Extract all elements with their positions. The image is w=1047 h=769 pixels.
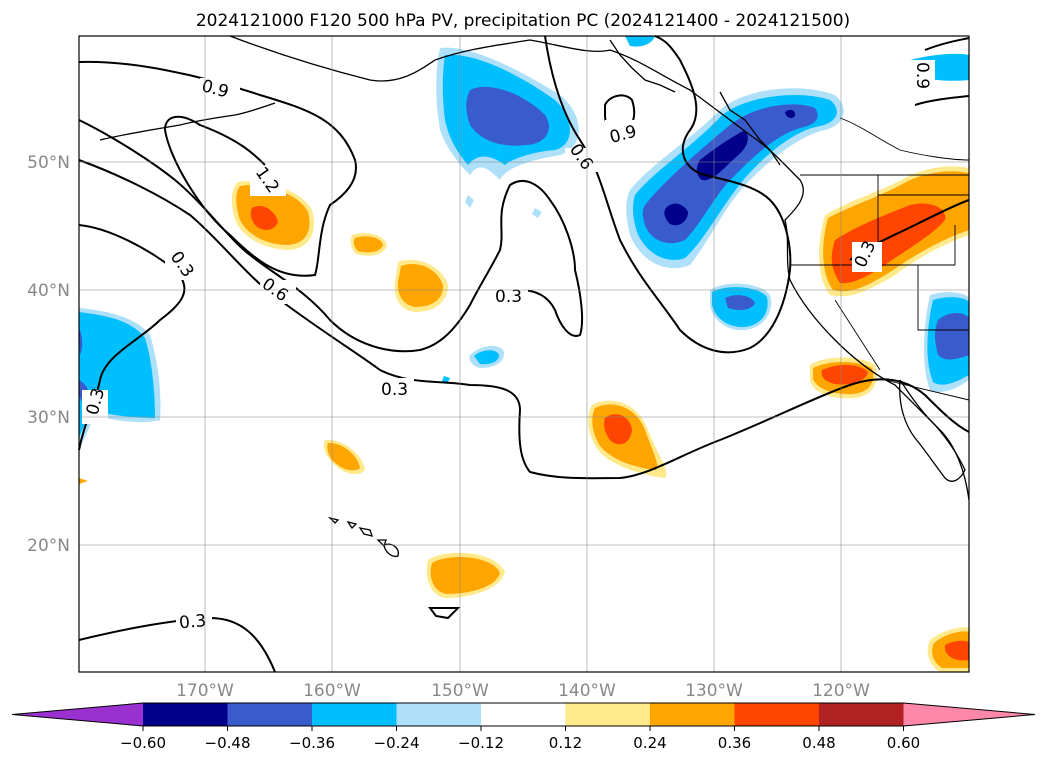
colorbar-tick-label: −0.60 <box>120 734 166 752</box>
map-panel: 0.9 0.9 0.9 1.2 0.6 0.6 0.3 0.3 0.3 0.3 … <box>78 35 970 673</box>
lat-label: 50°N <box>27 153 70 173</box>
graticule <box>79 36 969 672</box>
colorbar-segment <box>481 703 566 726</box>
colorbar-segment <box>312 703 397 726</box>
lat-label: 40°N <box>27 281 70 301</box>
colorbar-extend-min <box>12 703 143 726</box>
colorbar-segment <box>227 703 313 726</box>
colorbar-tick-label: 0.24 <box>633 734 666 752</box>
colorbar-segment <box>143 703 228 726</box>
colorbar-segment <box>565 703 651 726</box>
lon-label: 130°W <box>685 681 743 701</box>
colorbar-extend-max <box>903 703 1035 726</box>
colorbar-tick-label: −0.36 <box>289 734 335 752</box>
lat-label: 30°N <box>27 408 70 428</box>
colorbar-segment <box>396 703 482 726</box>
colorbar: −0.60 −0.48 −0.36 −0.24 −0.12 0.12 0.24 0.36 0.4… <box>11 702 1036 752</box>
coastlines <box>99 35 970 558</box>
lon-label: 150°W <box>431 681 489 701</box>
contour-label: 0.9 <box>912 62 932 89</box>
colorbar-tick-label: −0.24 <box>374 734 420 752</box>
lon-label: 140°W <box>558 681 616 701</box>
lat-label: 20°N <box>27 536 70 556</box>
map-frame <box>78 35 970 673</box>
lon-label: 120°W <box>812 681 870 701</box>
contour-labels: 0.9 0.9 0.9 1.2 0.6 0.6 0.3 0.3 0.3 0.3 … <box>82 60 935 633</box>
lon-label: 160°W <box>303 681 361 701</box>
colorbar-tick-label: −0.48 <box>205 734 251 752</box>
negative-precip-shading <box>79 36 969 448</box>
contour-label: 0.3 <box>381 380 408 400</box>
contour-label: 0.3 <box>495 287 522 307</box>
colorbar-tick-label: −0.12 <box>458 734 504 752</box>
latitude-labels: 50°N 40°N 30°N 20°N <box>27 153 70 556</box>
longitude-labels: 170°W 160°W 150°W 140°W 130°W 120°W <box>176 681 870 701</box>
colorbar-tick-label: 0.12 <box>549 734 582 752</box>
colorbar-tick-label: 0.36 <box>718 734 751 752</box>
colorbar-tick-label: 0.48 <box>802 734 835 752</box>
colorbar-segment <box>819 703 904 726</box>
colorbar-segment <box>650 703 735 726</box>
colorbar-segment <box>734 703 820 726</box>
lon-label: 170°W <box>176 681 234 701</box>
contour-label: 0.3 <box>178 611 207 633</box>
colorbar-tick-label: 0.60 <box>887 734 920 752</box>
figure-title: 2024121000 F120 500 hPa PV, precipitatio… <box>196 11 850 31</box>
